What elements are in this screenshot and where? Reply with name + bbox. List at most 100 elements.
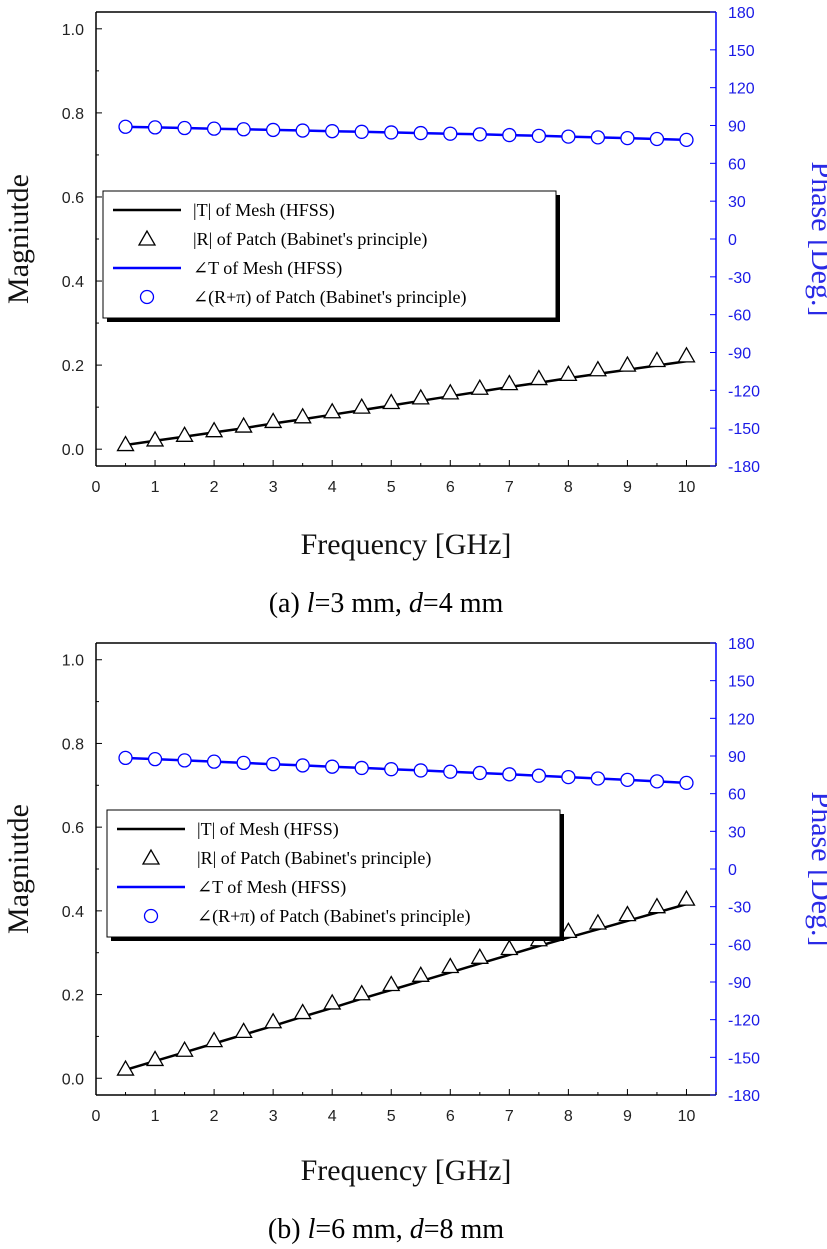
y2-tick-label: -30	[728, 270, 751, 287]
x-tick-label: 6	[446, 1108, 455, 1125]
series-marker-phase-R	[590, 771, 606, 786]
series-marker-phase-R	[206, 121, 222, 136]
x-tick-label: 1	[151, 1108, 160, 1125]
series-marker-R-patch	[441, 957, 460, 974]
series-marker-phase-R	[295, 758, 310, 773]
x-tick-label: 6	[446, 479, 455, 496]
y2-tick-label: 0	[728, 232, 737, 249]
series-marker-R-patch	[529, 369, 548, 386]
y2-tick-label: -90	[728, 975, 751, 992]
series-marker-phase-R	[177, 120, 192, 136]
legend-swatch-circle	[139, 289, 155, 305]
y-tick-label: 0.0	[62, 1071, 84, 1088]
series-marker-phase-R	[265, 757, 281, 772]
y-tick-label: 0.4	[62, 904, 84, 921]
series-marker-R-patch	[559, 922, 578, 939]
series-marker-R-patch	[264, 1012, 283, 1029]
y2-tick-label: 150	[728, 43, 755, 60]
x-tick-label: 8	[564, 479, 573, 496]
series-marker-R-patch	[323, 402, 342, 419]
y2-tick-label: 90	[728, 749, 746, 766]
caption-d-val: =4 mm	[423, 588, 504, 619]
y2-tick-label: -150	[728, 1050, 760, 1067]
caption-l-val: =6 mm,	[315, 1214, 402, 1245]
series-marker-R-patch	[677, 889, 696, 906]
caption-d-var: d	[402, 588, 424, 619]
x-tick-label: 5	[387, 1108, 396, 1125]
series-marker-R-patch	[264, 412, 283, 429]
y2-tick-label: 30	[728, 194, 746, 211]
series-marker-R-patch	[411, 388, 430, 405]
series-marker-phase-R	[413, 125, 428, 141]
y2-tick-label: -150	[728, 421, 760, 438]
y2-tick-label: 120	[728, 711, 755, 728]
legend-swatch-triangle	[141, 848, 161, 865]
series-marker-R-patch	[588, 360, 608, 377]
legend-label: ∠T of Mesh (HFSS)	[193, 258, 342, 279]
series-marker-R-patch	[145, 1050, 165, 1067]
series-marker-R-patch	[382, 975, 401, 992]
y2-axis-label: Phase [Deg.]	[805, 792, 827, 947]
x-tick-label: 3	[269, 1108, 278, 1125]
y-axis-label: Magniutde	[2, 174, 35, 304]
series-marker-R-patch	[116, 1059, 135, 1076]
series-marker-R-patch	[204, 1031, 224, 1048]
caption-l-var: l	[300, 588, 315, 619]
legend: |T| of Mesh (HFSS) |R| of Patch (Babinet'…	[106, 809, 564, 941]
caption-prefix: (a)	[269, 588, 300, 619]
y2-tick-label: -60	[728, 308, 751, 325]
series-marker-R-patch	[500, 374, 519, 391]
y2-tick-label: -60	[728, 937, 751, 954]
series-marker-phase-R	[354, 124, 369, 139]
x-tick-label: 8	[564, 1108, 573, 1125]
figure-caption: (b) l=6 mm, d=8 mm	[268, 1214, 504, 1245]
x-tick-label: 7	[505, 1108, 514, 1125]
series-marker-phase-R	[118, 750, 133, 766]
series-marker-phase-R	[236, 122, 251, 137]
series-marker-phase-R	[561, 769, 576, 785]
y-tick-label: 0.8	[62, 736, 84, 753]
y-tick-label: 0.2	[62, 988, 84, 1005]
series-marker-phase-R	[354, 760, 369, 776]
series-marker-phase-R	[590, 130, 606, 145]
series-marker-phase-R	[147, 751, 163, 767]
series-marker-phase-R	[679, 132, 694, 148]
series-marker-R-patch	[470, 378, 489, 395]
series-marker-R-patch	[293, 407, 312, 424]
chart-panel-a: 0 1 2 3 4 5 6 7 8 9 10 0.0 0.2 0.4 0.6 0.8 1.0 180 150 120 9…	[2, 5, 827, 619]
x-tick-label: 0	[92, 479, 101, 496]
x-axis-label: Frequency [GHz]	[301, 528, 512, 561]
y2-tick-label: 60	[728, 156, 746, 173]
series-marker-R-patch	[234, 416, 253, 433]
series-marker-phase-R	[649, 131, 665, 147]
caption-d-val: =8 mm	[424, 1214, 505, 1245]
y2-tick-label: -180	[728, 1088, 760, 1105]
x-axis-label: Frequency [GHz]	[301, 1154, 512, 1187]
x-tick-label: 3	[269, 479, 278, 496]
y-tick-label: 0.0	[62, 442, 84, 459]
y2-axis-label: Phase [Deg.]	[805, 162, 827, 317]
series-marker-phase-R	[620, 772, 635, 788]
series-marker-phase-R	[443, 764, 458, 779]
series-marker-R-patch	[382, 393, 401, 410]
x-tick-label: 0	[92, 1108, 101, 1125]
x-tick-label: 4	[328, 479, 337, 496]
series-marker-R-patch	[647, 351, 667, 368]
series-marker-phase-R	[265, 122, 281, 138]
y2-tick-label: 120	[728, 81, 755, 98]
series-marker-phase-R	[531, 768, 547, 783]
series-marker-R-patch	[145, 430, 165, 447]
x-tick-label: 9	[623, 479, 632, 496]
series-marker-R-patch	[352, 397, 371, 414]
series-marker-phase-R	[325, 124, 340, 139]
y-tick-label: 0.6	[62, 190, 84, 207]
legend-label: |T| of Mesh (HFSS)	[197, 819, 339, 840]
series-marker-phase-R	[472, 765, 487, 781]
series-marker-phase-R	[561, 129, 576, 144]
y2-tick-label: 30	[728, 824, 746, 841]
legend-swatch-circle	[143, 908, 159, 924]
series-marker-R-patch	[588, 913, 608, 930]
series-marker-phase-R	[502, 127, 517, 143]
y-axis-label: Magniutde	[2, 804, 35, 934]
